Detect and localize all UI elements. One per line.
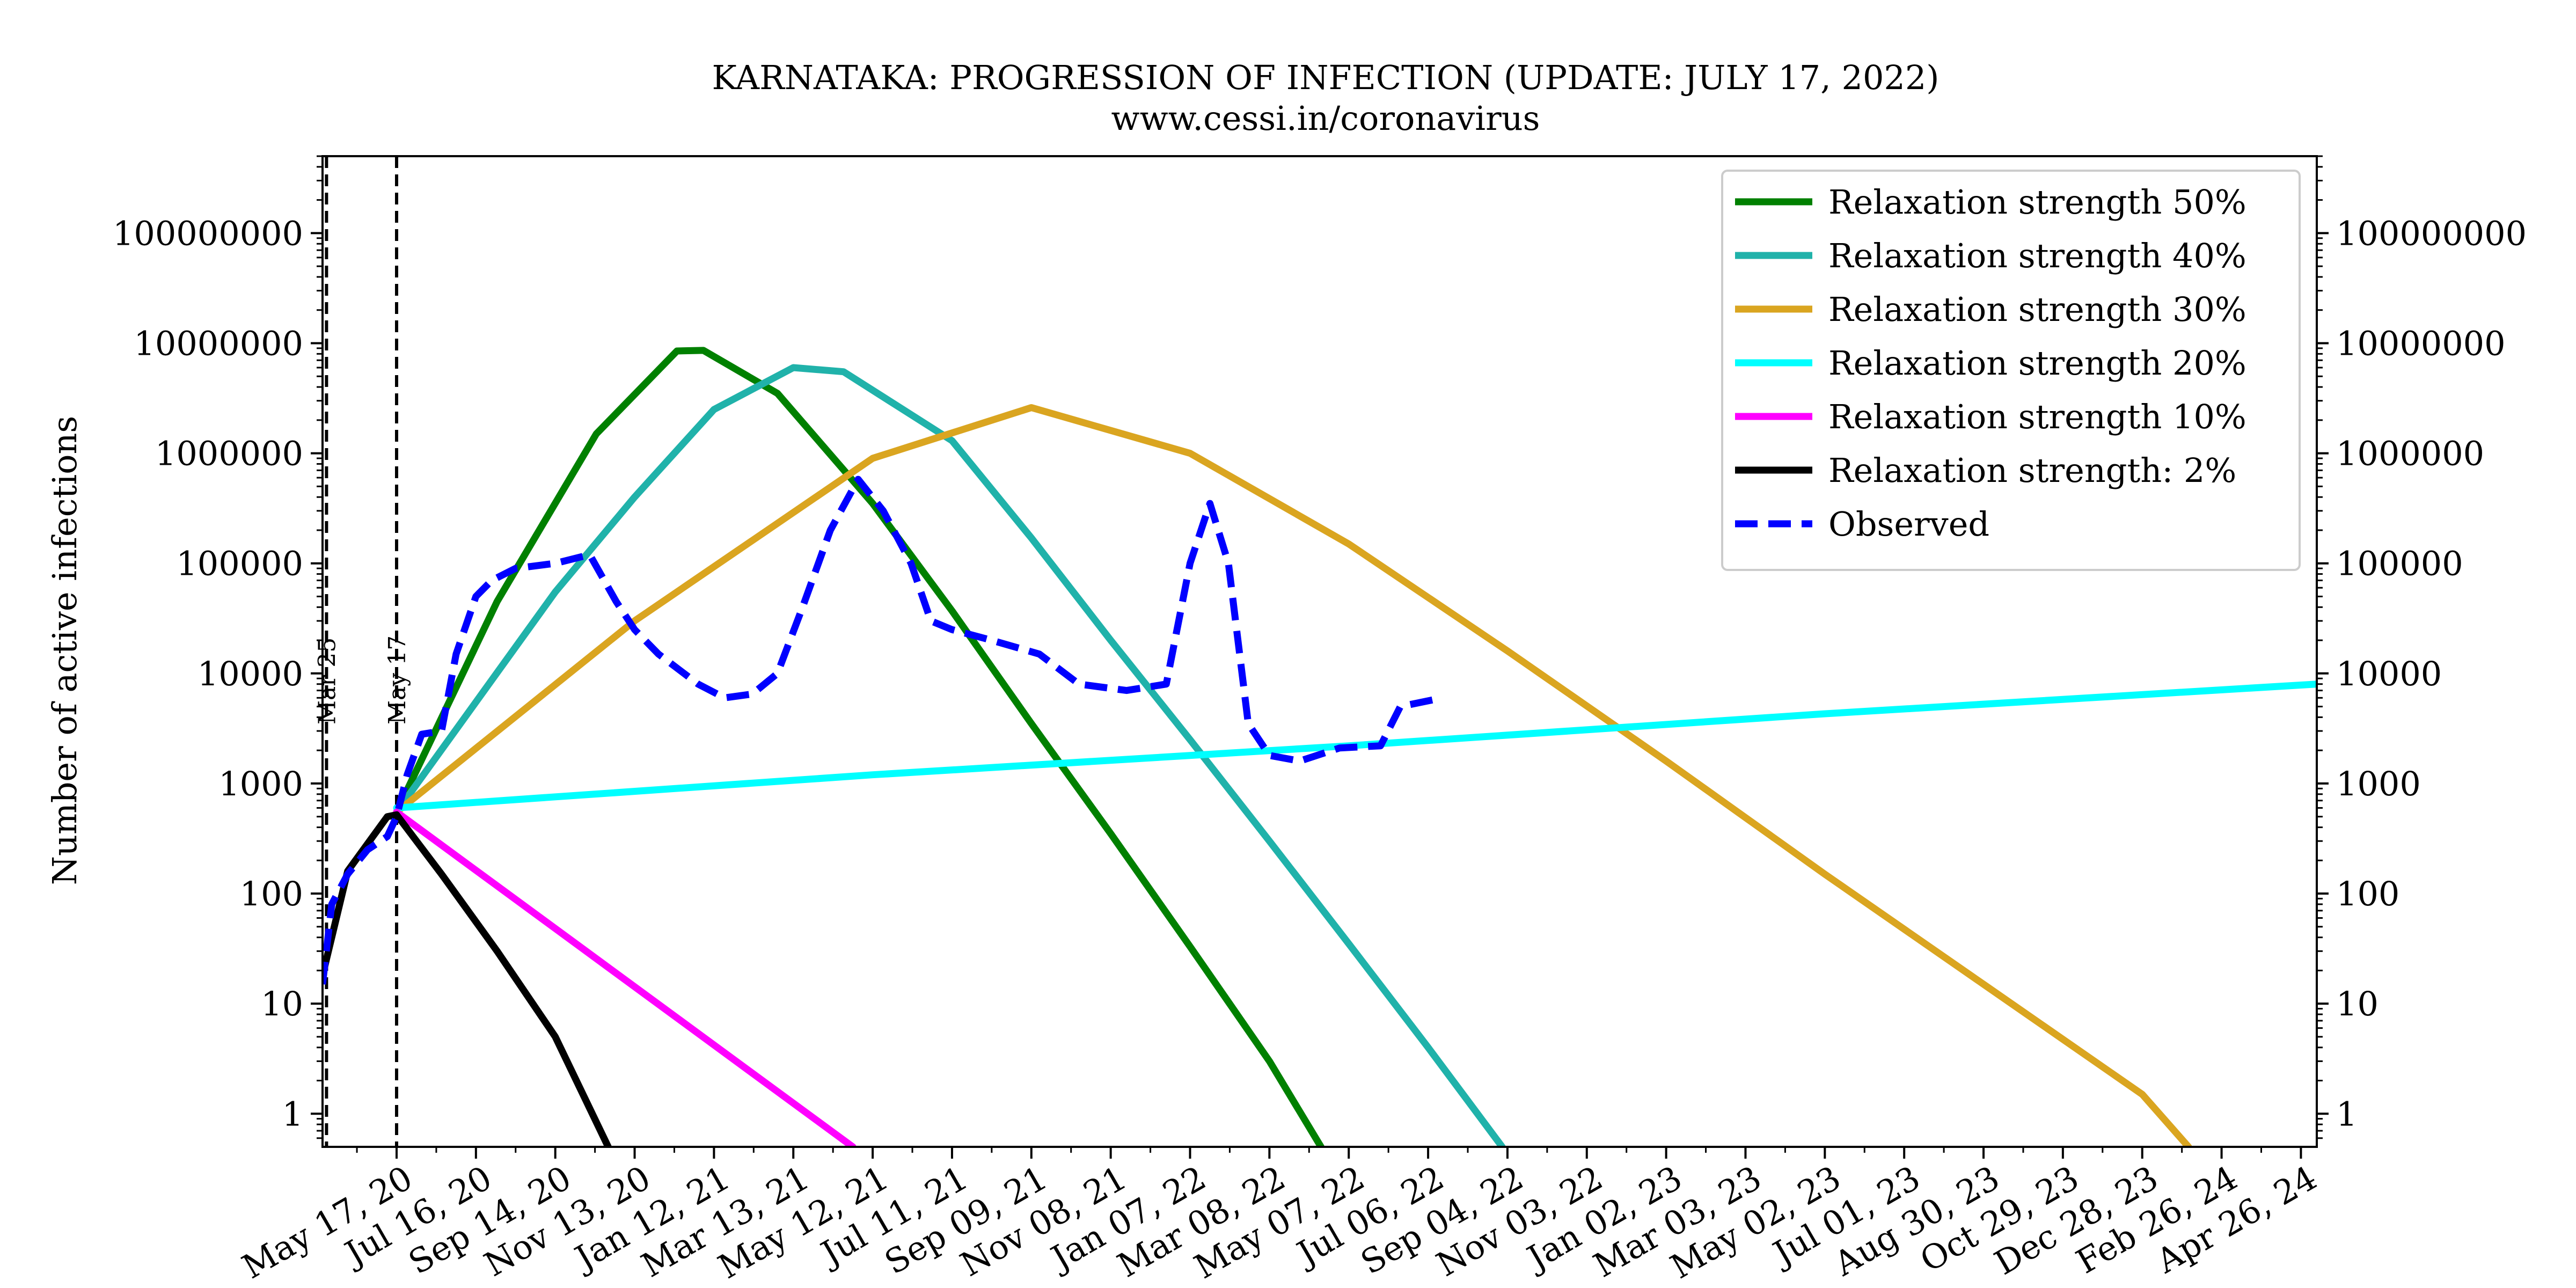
y-tick-label-right: 1000000 xyxy=(2336,434,2484,473)
legend-label-relaxation-strength-30: Relaxation strength 30% xyxy=(1828,290,2246,329)
reference-lines: Mar 25 May 17 xyxy=(313,156,411,1147)
y-tick-label-right: 10000 xyxy=(2336,654,2442,693)
legend-label-relaxation-strength-2: Relaxation strength: 2% xyxy=(1828,451,2236,490)
y-tick-label-right: 10 xyxy=(2336,984,2379,1023)
y-tick-label-left: 10000000 xyxy=(134,324,303,363)
y-tick-label-right: 1000 xyxy=(2336,764,2421,803)
y-tick-label-right: 100000000 xyxy=(2336,214,2527,253)
y-tick-label-left: 100 xyxy=(240,874,303,913)
legend-box xyxy=(1721,170,2301,571)
legend-label-relaxation-strength-40: Relaxation strength 40% xyxy=(1828,236,2246,275)
y-tick-label-right: 100 xyxy=(2336,874,2399,913)
y-tick-label-left: 1000 xyxy=(218,764,303,803)
series-line-relaxation-strength-2 xyxy=(323,811,612,1147)
series-line-relaxation-strength-10 xyxy=(393,808,857,1147)
series-line-relaxation-strength-50 xyxy=(393,347,1324,1147)
legend: Relaxation strength 50% Relaxation streng… xyxy=(1721,170,2301,571)
vline-label-may-17: May 17 xyxy=(384,635,411,724)
y-tick-label-right: 10000000 xyxy=(2336,324,2506,363)
legend-label-relaxation-strength-10: Relaxation strength 10% xyxy=(1828,397,2246,436)
y-axis-label: Number of active infections xyxy=(45,416,84,885)
series-lines xyxy=(323,347,2317,1147)
chart-subtitle: www.cessi.in/coronavirus xyxy=(1111,99,1540,138)
y-tick-label-left: 100000 xyxy=(176,544,303,583)
series-line-relaxation-strength-40 xyxy=(393,364,1506,1147)
legend-label-relaxation-strength-50: Relaxation strength 50% xyxy=(1828,182,2246,222)
y-tick-label-left: 10000 xyxy=(197,654,303,693)
legend-label-relaxation-strength-20: Relaxation strength 20% xyxy=(1828,343,2246,383)
y-tick-label-left: 10 xyxy=(261,984,303,1023)
chart-title: KARNATAKA: PROGRESSION OF INFECTION (UPD… xyxy=(712,58,1940,97)
y-tick-label-left: 100000000 xyxy=(113,214,303,253)
y-tick-label-right: 100000 xyxy=(2336,544,2463,583)
series-line-relaxation-strength-30 xyxy=(393,404,2192,1147)
vline-label-mar-25: Mar 25 xyxy=(313,638,341,724)
plot-frame xyxy=(321,155,2318,1148)
y-tick-label-right: 1 xyxy=(2336,1094,2357,1133)
legend-label-observed: Observed xyxy=(1828,504,1989,544)
y-tick-label-left: 1000000 xyxy=(155,434,303,473)
series-line-observed xyxy=(323,475,1444,985)
y-tick-label-left: 1 xyxy=(282,1094,303,1133)
